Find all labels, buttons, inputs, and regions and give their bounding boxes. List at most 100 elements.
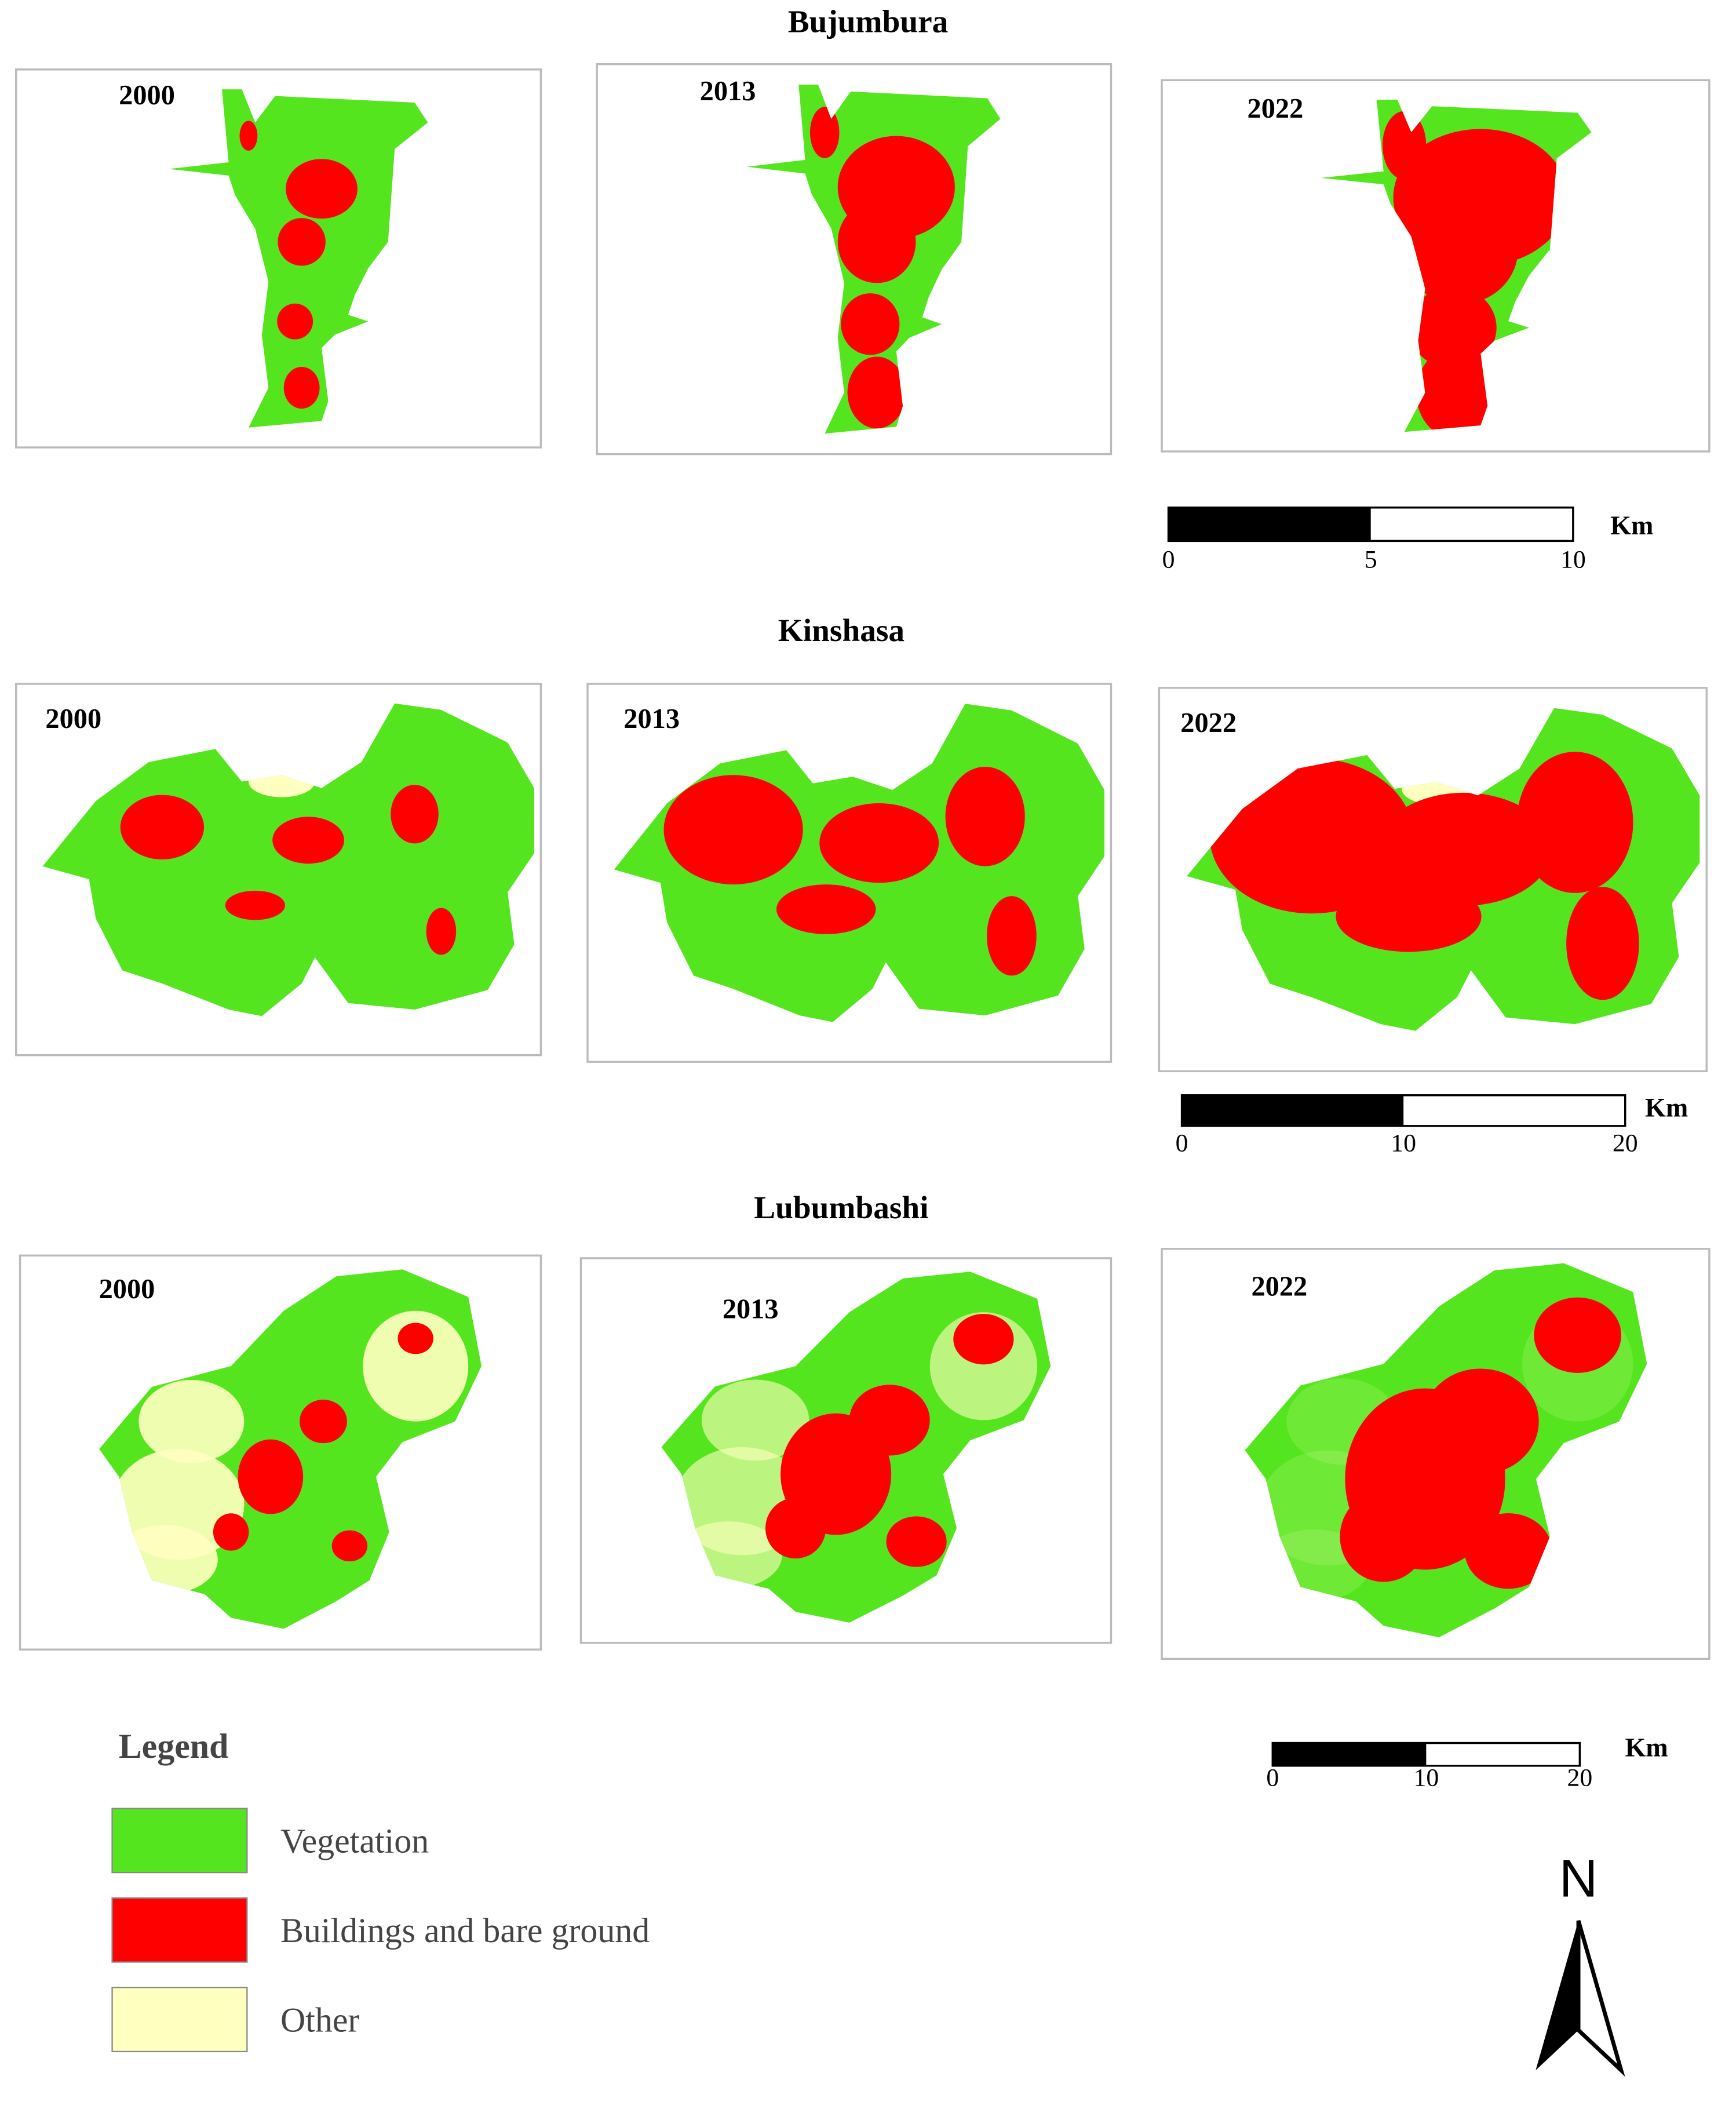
land-cover <box>674 1312 1038 1589</box>
scale-unit: Km <box>1625 1733 1668 1762</box>
legend-label: Buildings and bare ground <box>280 1911 650 1950</box>
land-cover <box>1382 111 1568 432</box>
scale-bar-black <box>1181 1095 1404 1126</box>
built-area <box>837 201 916 283</box>
built-area <box>238 1439 304 1514</box>
built-area <box>397 1323 433 1354</box>
north-arrow-left <box>1536 1921 1579 2071</box>
map <box>614 704 1105 1022</box>
map-year: 2000 <box>119 80 175 111</box>
built-area <box>1566 887 1639 1000</box>
built-area <box>283 367 320 409</box>
land-cover <box>120 766 457 955</box>
scale-tick-label: 20 <box>1613 1130 1638 1157</box>
built-area <box>1376 792 1552 906</box>
map <box>99 1269 482 1629</box>
legend-swatch <box>111 1897 248 1963</box>
built-area <box>213 1513 249 1551</box>
built-area <box>886 1516 947 1567</box>
built-area <box>286 159 358 219</box>
built-area <box>1422 1368 1539 1474</box>
scale-tick-label: 10 <box>1413 1764 1439 1791</box>
scale-tick-label: 0 <box>1176 1130 1188 1157</box>
scale-unit: Km <box>1610 511 1653 540</box>
scale-tick-label: 0 <box>1162 545 1175 573</box>
built-area <box>120 795 205 859</box>
scale-bar-black <box>1272 1743 1427 1766</box>
vegetation-area <box>42 703 534 1017</box>
land-cover <box>663 766 1037 976</box>
scale-tick-label: 10 <box>1391 1130 1416 1157</box>
land-cover <box>112 1310 469 1594</box>
built-area <box>239 121 258 151</box>
north-label: N <box>1559 1849 1598 1908</box>
built-area <box>987 896 1037 976</box>
scale-bar-black <box>1168 507 1371 541</box>
scale-tick-label: 10 <box>1560 545 1586 573</box>
map-year: 2013 <box>623 704 680 734</box>
built-area <box>1534 1297 1622 1373</box>
map-year: 2013 <box>723 1294 779 1325</box>
built-area <box>819 803 939 883</box>
built-area <box>847 356 906 429</box>
built-area <box>849 1385 930 1456</box>
map-year: 2000 <box>45 704 101 734</box>
built-area <box>1340 1491 1428 1582</box>
built-area <box>776 884 876 934</box>
built-area <box>1209 758 1414 914</box>
built-area <box>225 890 285 920</box>
map <box>169 89 428 428</box>
scale-tick-label: 5 <box>1365 545 1377 573</box>
other-area <box>363 1310 469 1422</box>
built-area <box>765 1498 826 1559</box>
map <box>1187 708 1700 1031</box>
city-title: Bujumbura <box>788 3 949 39</box>
built-area <box>1416 345 1504 432</box>
built-area <box>278 218 326 266</box>
legend-swatch <box>111 1987 248 2053</box>
land-cover <box>1259 1297 1633 1602</box>
built-area <box>1336 881 1482 952</box>
built-area <box>841 293 900 355</box>
built-area <box>953 1314 1014 1365</box>
built-area <box>1382 111 1427 180</box>
legend-label: Vegetation <box>280 1822 429 1860</box>
north-arrow-right <box>1576 1920 1625 2077</box>
built-area <box>299 1400 347 1444</box>
other-area <box>138 1380 245 1463</box>
city-title: Kinshasa <box>778 613 905 648</box>
built-area <box>663 775 803 885</box>
map <box>1245 1263 1647 1638</box>
city-title: Lubumbashi <box>754 1190 928 1225</box>
legend-label: Other <box>280 2001 359 2039</box>
map-year: 2022 <box>1251 1271 1307 1302</box>
built-area <box>391 785 439 844</box>
built-area <box>426 908 457 955</box>
map <box>42 703 534 1017</box>
land-cover <box>239 121 358 409</box>
built-area <box>809 107 840 158</box>
scale-tick-label: 20 <box>1567 1764 1592 1791</box>
map <box>661 1272 1051 1623</box>
land-cover <box>809 107 955 429</box>
map-year: 2022 <box>1248 93 1304 124</box>
built-area <box>945 766 1025 866</box>
map-year: 2013 <box>700 76 756 107</box>
map-year: 2000 <box>99 1274 155 1305</box>
built-area <box>1464 1513 1552 1589</box>
scale-tick-label: 0 <box>1266 1764 1279 1791</box>
built-area <box>1516 752 1633 893</box>
built-area <box>1401 195 1518 304</box>
built-area <box>331 1530 368 1562</box>
map-year: 2022 <box>1180 708 1237 738</box>
other-area <box>701 1379 809 1461</box>
built-area <box>272 817 345 864</box>
map <box>746 85 1001 434</box>
scale-unit: Km <box>1645 1093 1688 1123</box>
legend-title: Legend <box>119 1727 229 1765</box>
map <box>1321 100 1592 432</box>
land-cover <box>1209 752 1639 1000</box>
legend-swatch <box>111 1808 248 1874</box>
